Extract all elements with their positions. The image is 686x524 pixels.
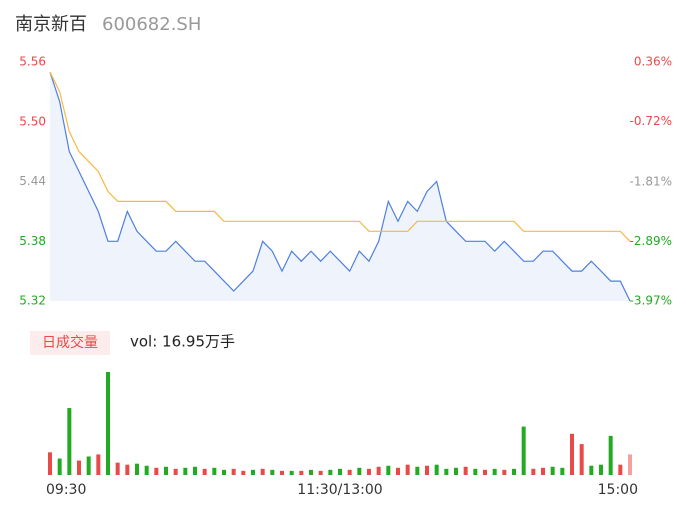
x-tick-label: 09:30 (46, 482, 86, 498)
volume-bar (309, 469, 313, 475)
y2-tick-label: -0.72% (630, 114, 672, 128)
volume-bar (299, 470, 304, 475)
price-line (49, 71, 631, 242)
volume-bar (396, 467, 400, 475)
volume-bar (144, 465, 149, 475)
volume-label: 日成交量 (42, 334, 98, 351)
volume-bar (212, 467, 217, 475)
volume-bar (260, 468, 265, 475)
volume-bar (376, 466, 381, 475)
volume-bar (415, 466, 420, 475)
volume-bar (589, 465, 594, 475)
volume-bar (463, 466, 468, 475)
volume-bar (444, 468, 449, 475)
volume-bar (96, 454, 101, 475)
volume-bar (77, 460, 81, 475)
volume-bar (231, 468, 236, 475)
volume-bar (454, 467, 458, 475)
volume-bar (531, 468, 536, 475)
volume-bar (367, 468, 371, 475)
volume-bar (473, 468, 478, 475)
volume-bar (202, 468, 207, 475)
volume-bar (280, 470, 284, 475)
volume-bar (541, 467, 545, 475)
volume-bar (48, 452, 52, 475)
volume-total: vol: 16.95万手 (130, 333, 235, 351)
x-tick-label: 15:00 (598, 482, 638, 498)
volume-bar (560, 467, 565, 475)
volume-bar (270, 469, 275, 475)
volume-bar (318, 470, 323, 475)
price-area (50, 72, 630, 301)
y-tick-label: 5.44 (19, 174, 46, 188)
y-tick-label: 5.56 (19, 55, 46, 69)
stock-code: 600682.SH (102, 14, 201, 35)
volume-bar (347, 469, 352, 475)
volume-bar (183, 467, 188, 475)
volume-bar (512, 468, 516, 475)
volume-bar (570, 433, 574, 475)
volume-bar (628, 454, 632, 475)
volume-bar (579, 444, 584, 475)
volume-bar (164, 466, 168, 475)
volume-bar (241, 470, 246, 475)
volume-bar (618, 464, 623, 475)
y-tick-label: 5.32 (19, 294, 46, 308)
volume-bar (357, 467, 362, 475)
volume-bar (135, 463, 139, 475)
volume-bar (86, 456, 91, 475)
x-tick-label: 11:30/13:00 (297, 482, 382, 498)
volume-bar (550, 466, 555, 475)
volume-bar (502, 469, 507, 475)
volume-bar (193, 466, 197, 475)
volume-bar (405, 464, 410, 475)
y2-tick-label: 0.36% (634, 55, 672, 69)
volume-bar (67, 408, 72, 475)
volume-bar (483, 469, 487, 475)
y-tick-label: 5.50 (19, 114, 46, 128)
y2-tick-label: -2.89% (630, 234, 672, 248)
y-tick-label: 5.38 (19, 234, 46, 248)
volume-bar (425, 465, 429, 475)
y2-tick-label: -3.97% (630, 294, 672, 308)
y2-tick-label: -1.81% (630, 174, 672, 188)
volume-bar (251, 469, 255, 475)
volume-bar (338, 468, 342, 475)
volume-bar (492, 468, 497, 475)
volume-label-bg (30, 331, 110, 355)
price-line (49, 71, 631, 302)
volume-bar (222, 469, 226, 475)
volume-bar (386, 465, 391, 475)
volume-bar (328, 469, 333, 475)
volume-bar (434, 464, 439, 475)
volume-bar (599, 464, 603, 475)
volume-bar (173, 468, 178, 475)
volume-bar (154, 467, 159, 475)
volume-bar (57, 458, 62, 475)
stock-name: 南京新百 (15, 14, 87, 35)
volume-bar (125, 464, 130, 475)
volume-bar (608, 435, 613, 475)
volume-bar (521, 426, 526, 475)
volume-bar (289, 470, 294, 475)
volume-bar (115, 462, 120, 475)
volume-bar (106, 372, 110, 475)
